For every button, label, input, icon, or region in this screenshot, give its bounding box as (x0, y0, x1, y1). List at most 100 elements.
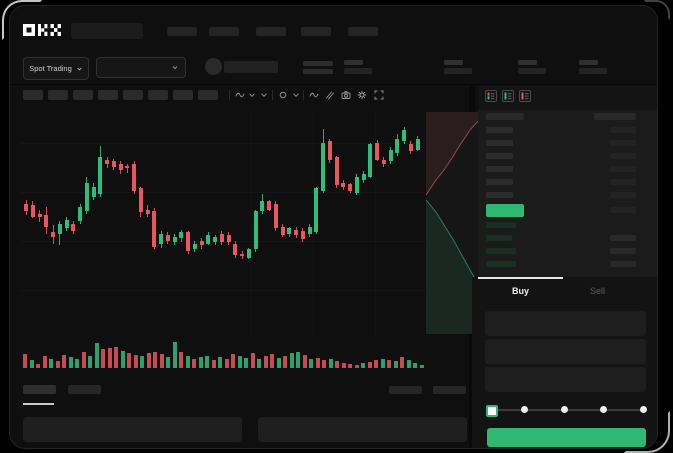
slider-stop-2[interactable] (521, 406, 528, 413)
candle-body (253, 211, 258, 250)
candle-body (24, 203, 28, 212)
settings-icon[interactable] (357, 90, 367, 100)
timeframe-7[interactable] (173, 90, 193, 100)
slider-stop-3[interactable] (561, 406, 568, 413)
order-field-2[interactable] (485, 339, 646, 364)
volume-bar (380, 358, 385, 368)
nav-item-1[interactable] (167, 27, 197, 36)
toolbar-divider (303, 90, 304, 100)
candle-body (179, 232, 184, 238)
buy-tab[interactable]: Buy (478, 279, 563, 303)
chevron-icon[interactable] (291, 90, 301, 100)
sell-tab[interactable]: Sell (555, 279, 640, 303)
volume-bar (237, 356, 242, 368)
order-field-1[interactable] (485, 311, 646, 336)
price-line-placeholder (303, 69, 333, 74)
volume-bar (127, 353, 131, 368)
bottom-box-2[interactable] (258, 417, 467, 442)
book-combined-toggle[interactable] (485, 90, 497, 102)
market-type-dropdown[interactable]: Spot Trading (23, 57, 89, 80)
timeframe-8[interactable] (198, 90, 218, 100)
volume-bar (146, 353, 151, 368)
bottom-tab-2[interactable] (68, 385, 101, 394)
volume-bar (413, 363, 417, 368)
ask-price[interactable] (486, 179, 513, 185)
volume-bar (107, 347, 112, 368)
depth-chart (426, 112, 481, 334)
volume-bar (224, 358, 229, 368)
candle-body (206, 235, 211, 244)
wave-icon[interactable] (309, 90, 319, 100)
candle-body (240, 253, 244, 257)
bid-amount (610, 261, 636, 267)
layers-icon[interactable] (325, 90, 335, 100)
header-search-placeholder[interactable] (71, 23, 143, 39)
bottom-link-2[interactable] (433, 386, 466, 394)
slider-stop-5[interactable] (640, 406, 647, 413)
timeframe-3[interactable] (73, 90, 93, 100)
camera-icon[interactable] (341, 90, 351, 100)
volume-bar (283, 356, 287, 368)
ask-price[interactable] (486, 140, 513, 146)
pair-avatar[interactable] (205, 58, 222, 75)
style-dot-icon[interactable] (278, 90, 288, 100)
volume-bar (270, 354, 274, 368)
timeframe-2[interactable] (48, 90, 68, 100)
candle-body (30, 205, 35, 217)
bid-price[interactable] (486, 261, 516, 267)
candle-body (37, 213, 42, 217)
volume-bar (185, 356, 190, 368)
pair-selector-dropdown[interactable] (96, 57, 186, 78)
volume-bar (250, 353, 255, 368)
slider-handle[interactable] (486, 405, 498, 417)
candle-body (341, 182, 346, 187)
timeframe-6[interactable] (148, 90, 168, 100)
volume-bar (341, 362, 346, 368)
candle-body (381, 159, 386, 165)
submit-buy-button[interactable] (487, 428, 646, 447)
chevron-icon[interactable] (247, 90, 257, 100)
nav-item-5[interactable] (348, 27, 378, 36)
book-asks-only-toggle[interactable] (519, 90, 531, 102)
nav-item-4[interactable] (301, 27, 331, 36)
timeframe-5[interactable] (123, 90, 143, 100)
bottom-box-1[interactable] (23, 417, 242, 442)
volume-bar (159, 354, 164, 368)
bid-price[interactable] (486, 248, 516, 254)
nav-item-2[interactable] (209, 27, 239, 36)
candle-body (233, 243, 238, 256)
volume-bar (211, 359, 216, 368)
amount-slider-track[interactable] (491, 409, 646, 411)
ask-price[interactable] (486, 192, 513, 198)
volume-bar (153, 351, 157, 368)
chevron-icon[interactable] (259, 90, 269, 100)
volume-bar (419, 364, 424, 368)
ask-price[interactable] (486, 166, 513, 172)
volume-bar (81, 351, 86, 368)
candle-body (415, 138, 420, 150)
book-bids-only-toggle[interactable] (502, 90, 514, 102)
candle-body (132, 164, 136, 192)
candle-body (368, 144, 373, 177)
bid-price[interactable] (486, 222, 516, 228)
nav-item-3[interactable] (256, 27, 286, 36)
bottom-link-1[interactable] (389, 386, 422, 394)
ask-price[interactable] (486, 127, 513, 133)
bottom-tab-1[interactable] (23, 385, 56, 394)
timeframe-4[interactable] (98, 90, 118, 100)
candle-body (213, 236, 217, 243)
slider-stop-4[interactable] (600, 406, 607, 413)
last-price-badge (486, 204, 524, 217)
volume-bar (367, 361, 372, 368)
candle-body (226, 235, 231, 243)
interval-wave-icon[interactable] (235, 90, 245, 100)
ask-price[interactable] (486, 153, 513, 159)
gridline-h (21, 241, 468, 242)
bid-price[interactable] (486, 235, 512, 241)
market-type-label: Spot Trading (29, 64, 72, 73)
order-field-3[interactable] (485, 367, 646, 392)
fullscreen-icon[interactable] (374, 90, 384, 100)
volume-bar (179, 351, 183, 368)
timeframe-1[interactable] (23, 90, 43, 100)
